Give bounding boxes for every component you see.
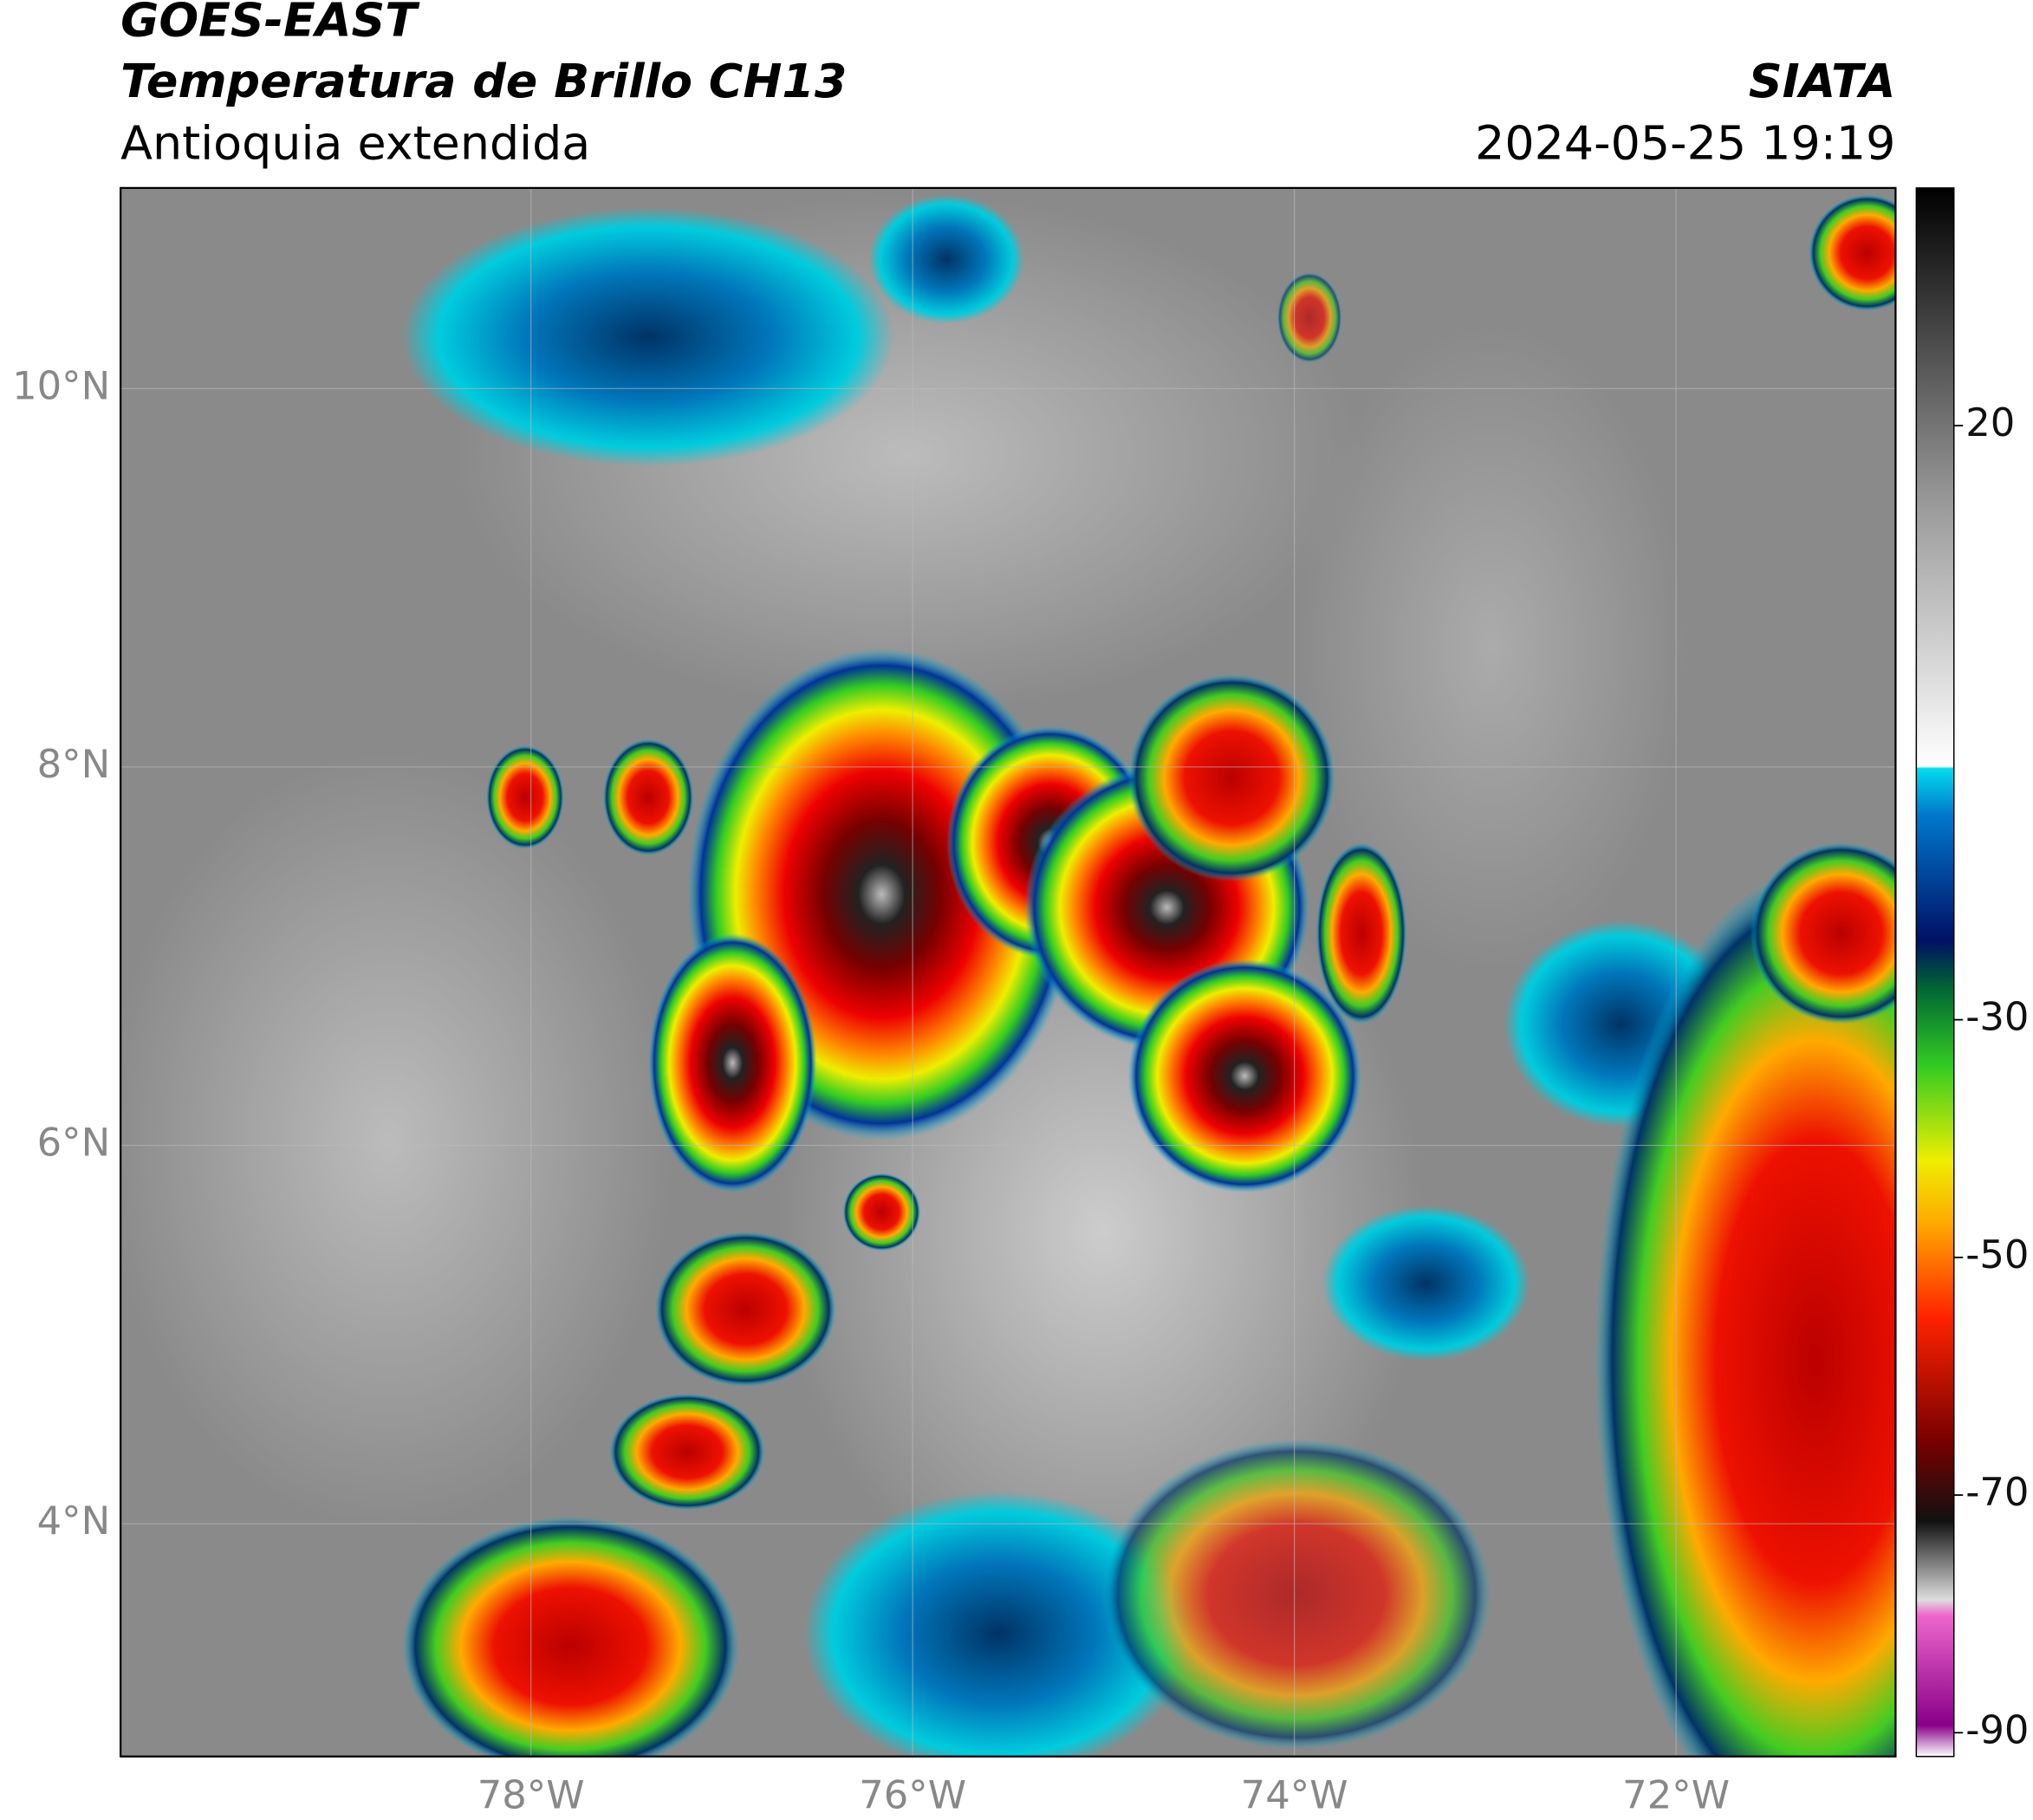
graticule [120,187,1896,1757]
colorbar-tick-label: -90 [1965,1706,2029,1752]
region: Antioquia extendida [120,116,590,171]
title: GOES-EAST [120,0,420,48]
subtitle: Temperatura de Brillo CH13 [120,54,847,108]
x-tick-label: 76°W [859,1772,966,1818]
x-tick-label: 78°W [477,1772,585,1818]
colorbar-tick-label: 20 [1965,400,2015,445]
x-tick-label: 74°W [1241,1772,1348,1818]
y-tick-label: 10°N [12,362,110,408]
y-tick-label: 6°N [37,1120,111,1166]
map-frame [120,186,1897,1758]
timestamp: 2024-05-25 19:19 [1475,116,1895,171]
colorbar [1915,187,1955,1758]
colorbar-tick-label: -50 [1965,1232,2029,1277]
x-tick-label: 72°W [1622,1772,1730,1818]
source: SIATA [1749,54,1896,108]
y-tick-label: 4°N [37,1498,111,1544]
y-tick-label: 8°N [37,741,111,787]
colorbar-tick-label: -70 [1965,1469,2029,1515]
colorbar-tick-label: -30 [1965,994,2029,1040]
imagery [120,187,1896,1757]
